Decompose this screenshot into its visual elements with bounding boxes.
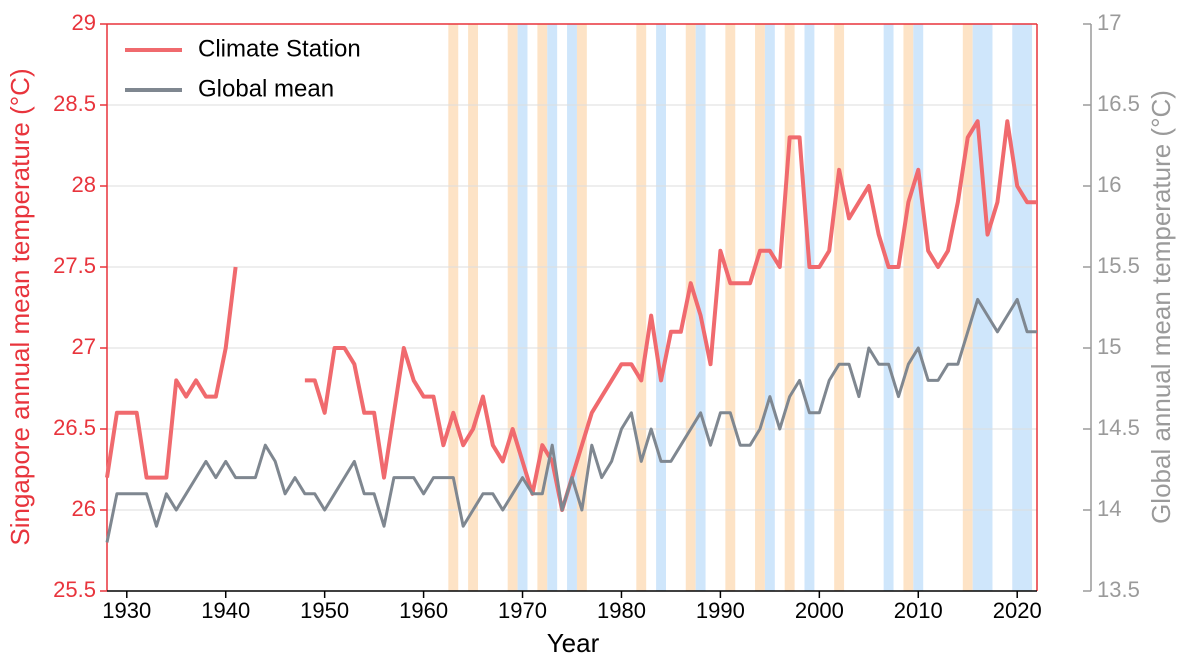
x-tick-label: 1930: [102, 598, 151, 623]
x-tick-label: 2000: [795, 598, 844, 623]
shaded-band: [1012, 24, 1033, 591]
shaded-band: [636, 24, 647, 591]
y-tick-label: 27.5: [53, 253, 96, 278]
shaded-band: [685, 24, 696, 591]
x-tick-label: 1970: [498, 598, 547, 623]
shaded-band: [695, 24, 706, 591]
shaded-band: [764, 24, 775, 591]
shaded-band: [834, 24, 845, 591]
y-tick-label: 28: [72, 172, 96, 197]
shaded-band: [903, 24, 914, 591]
shaded-band: [784, 24, 795, 591]
y-tick-label: 25.5: [53, 577, 96, 602]
y2-tick-label: 13.5: [1097, 577, 1140, 602]
shaded-band: [517, 24, 528, 591]
x-tick-label: 1940: [201, 598, 250, 623]
y2-tick-label: 17: [1097, 10, 1121, 35]
x-tick-label: 1960: [399, 598, 448, 623]
shaded-band: [725, 24, 736, 591]
shaded-band: [576, 24, 587, 591]
y2-tick-label: 15.5: [1097, 253, 1140, 278]
y-axis-label: Singapore annual mean temperature (°C): [5, 68, 35, 545]
shaded-band: [537, 24, 548, 591]
shaded-band: [962, 24, 973, 591]
y2-tick-label: 14: [1097, 496, 1121, 521]
x-tick-label: 1980: [597, 598, 646, 623]
y2-tick-label: 16.5: [1097, 91, 1140, 116]
series-line: [105, 297, 1037, 543]
y-tick-label: 26: [72, 496, 96, 521]
y-tick-label: 27: [72, 334, 96, 359]
x-tick-label: 2010: [894, 598, 943, 623]
series-line: [105, 119, 1037, 512]
shaded-band: [883, 24, 894, 591]
legend-label: Climate Station: [198, 35, 361, 62]
shaded-band: [656, 24, 666, 591]
shaded-band: [507, 24, 518, 591]
shaded-band: [468, 24, 479, 591]
x-tick-label: 1950: [300, 598, 349, 623]
shaded-band: [804, 24, 815, 591]
y2-tick-label: 15: [1097, 334, 1121, 359]
y-tick-label: 26.5: [53, 415, 96, 440]
x-axis-label: Year: [547, 628, 600, 658]
shaded-band: [547, 24, 558, 591]
y-tick-label: 29: [72, 10, 96, 35]
shaded-band: [567, 24, 577, 591]
y-tick-label: 28.5: [53, 91, 96, 116]
shaded-band: [448, 24, 459, 591]
legend-label: Global mean: [198, 75, 334, 102]
y2-tick-label: 16: [1097, 172, 1121, 197]
shaded-band: [913, 24, 924, 591]
y2-axis-label: Global annual mean temperature (°C): [1146, 90, 1176, 524]
x-tick-label: 1990: [696, 598, 745, 623]
y2-tick-label: 14.5: [1097, 415, 1140, 440]
shaded-band: [755, 24, 765, 591]
x-tick-label: 2020: [993, 598, 1042, 623]
